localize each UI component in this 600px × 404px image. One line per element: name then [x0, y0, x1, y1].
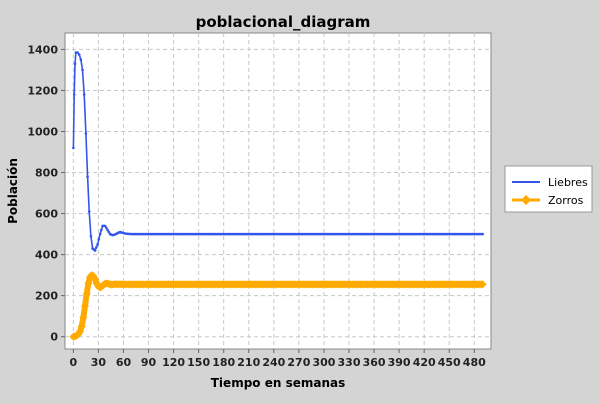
y-tick-label: 400: [35, 249, 58, 262]
y-tick-label: 800: [35, 167, 58, 180]
data-point-zorros: [79, 313, 88, 322]
x-tick-label: 120: [162, 356, 185, 369]
x-tick-label: 150: [187, 356, 210, 369]
x-tick-label: 180: [212, 356, 235, 369]
data-point-liebres: [481, 232, 484, 236]
x-tick-label: 90: [141, 356, 157, 369]
data-point-liebres: [76, 51, 79, 54]
y-tick-label: 1200: [27, 84, 58, 97]
data-point-liebres: [72, 146, 75, 150]
x-tick-label: 30: [91, 356, 107, 369]
x-tick-label: 240: [262, 356, 285, 369]
y-tick-label: 1400: [27, 43, 58, 56]
y-tick-label: 600: [35, 208, 58, 221]
data-point-liebres: [82, 93, 86, 96]
plot-area: [64, 32, 492, 350]
data-point-zorros: [77, 322, 86, 331]
x-tick-label: 210: [237, 356, 260, 369]
data-point-liebres: [72, 93, 76, 96]
data-point-liebres: [107, 230, 111, 234]
y-axis-label: Población: [6, 158, 20, 224]
data-point-liebres: [84, 132, 88, 135]
data-point-zorros: [478, 280, 487, 289]
x-axis-ticks: 0 30 60 90 120 150 180 210 240 270 300 330 360 390 420…: [70, 349, 486, 369]
legend-box: [504, 165, 593, 213]
data-point-liebres: [77, 53, 81, 56]
data-point-liebres: [98, 232, 102, 236]
data-point-liebres: [89, 234, 93, 238]
data-point-zorros: [81, 301, 90, 310]
legend-label: Liebres: [548, 176, 588, 189]
x-axis-label: Tiempo en semanas: [211, 376, 345, 390]
x-tick-label: 420: [413, 356, 436, 369]
data-point-zorros: [82, 289, 91, 298]
y-tick-label: 0: [50, 331, 58, 344]
data-point-liebres: [97, 237, 101, 241]
data-point-liebres: [81, 68, 84, 72]
grid-lines: [65, 33, 491, 349]
series-liebres: [72, 51, 484, 252]
data-point-liebres: [93, 249, 97, 252]
x-tick-label: 390: [388, 356, 411, 369]
data-point-liebres: [79, 58, 83, 61]
x-tick-label: 0: [70, 356, 78, 369]
chart-title: poblacional_diagram: [196, 13, 371, 31]
x-tick-label: 450: [438, 356, 461, 369]
x-tick-label: 300: [312, 356, 335, 369]
data-point-liebres: [87, 210, 91, 213]
legend: Liebres Zorros: [504, 165, 593, 213]
data-point-liebres: [86, 175, 89, 178]
series-zorros: [69, 271, 487, 341]
data-point-liebres: [100, 228, 103, 232]
data-point-liebres: [95, 246, 98, 249]
data-point-liebres: [106, 228, 109, 232]
data-point-liebres: [96, 243, 99, 246]
legend-item-liebres: Liebres: [512, 176, 588, 189]
data-point-liebres: [103, 224, 107, 228]
y-axis-ticks: 0 200 400 600 800 1000 1200 1400: [27, 43, 65, 344]
data-point-liebres: [105, 226, 108, 230]
legend-item-zorros: Zorros: [512, 194, 584, 207]
x-tick-label: 270: [287, 356, 310, 369]
legend-label: Zorros: [548, 194, 584, 207]
series-layer: [69, 51, 487, 341]
data-point-liebres: [73, 62, 77, 66]
legend-marker-diamond: [521, 195, 531, 205]
x-tick-label: 60: [116, 356, 132, 369]
x-tick-label: 330: [338, 356, 361, 369]
data-point-zorros: [84, 279, 93, 288]
y-tick-label: 1000: [27, 125, 58, 138]
x-tick-label: 480: [463, 356, 486, 369]
x-tick-label: 360: [363, 356, 386, 369]
y-tick-label: 200: [35, 290, 58, 303]
